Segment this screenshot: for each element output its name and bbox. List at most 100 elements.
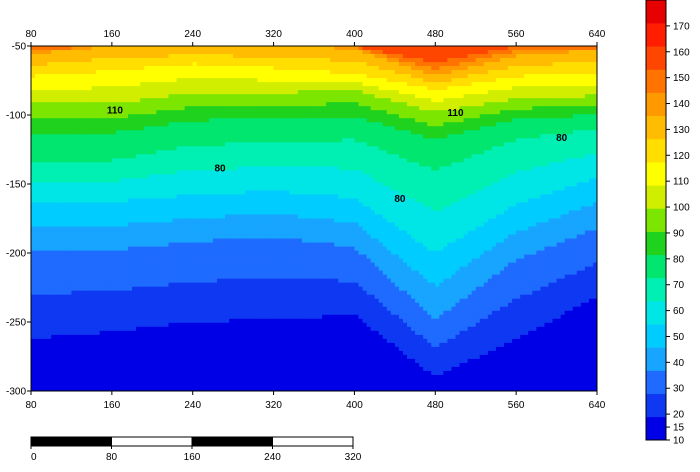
contour-cell xyxy=(499,98,505,103)
contour-cell xyxy=(35,142,40,147)
contour-cell xyxy=(144,114,149,119)
contour-cell xyxy=(564,174,570,179)
contour-cell xyxy=(140,70,145,75)
contour-cell xyxy=(273,98,279,103)
contour-cell xyxy=(188,118,194,123)
contour-cell xyxy=(83,102,89,107)
contour-cell xyxy=(334,102,339,107)
contour-cell xyxy=(354,114,360,119)
contour-cell xyxy=(152,114,157,119)
contour-cell xyxy=(192,138,198,143)
contour-cell xyxy=(334,170,339,175)
contour-cell xyxy=(123,70,129,75)
contour-cell xyxy=(241,110,246,115)
contour-cell xyxy=(216,54,222,59)
contour-cell xyxy=(580,62,586,67)
contour-cell xyxy=(277,126,283,131)
contour-cell xyxy=(520,166,525,171)
contour-cell xyxy=(346,58,351,63)
contour-cell xyxy=(318,118,323,123)
contour-cell xyxy=(273,138,279,143)
contour-cell xyxy=(301,174,307,179)
contour-cell xyxy=(350,154,356,159)
contour-cell xyxy=(576,138,582,143)
contour-cell xyxy=(136,70,141,75)
contour-cell xyxy=(354,118,360,123)
contour-cell xyxy=(39,170,44,175)
contour-cell xyxy=(136,98,141,103)
contour-cell xyxy=(180,94,186,99)
contour-cell xyxy=(241,130,246,135)
contour-cell xyxy=(443,114,449,119)
contour-cell xyxy=(39,118,44,123)
contour-cell xyxy=(556,74,562,79)
contour-cell xyxy=(261,102,267,107)
contour-cell xyxy=(225,78,230,83)
contour-cell xyxy=(233,106,238,111)
contour-cell xyxy=(59,170,64,175)
contour-cell xyxy=(479,66,485,71)
contour-cell xyxy=(55,138,60,143)
contour-cell xyxy=(314,138,319,143)
contour-cell xyxy=(188,66,194,71)
contour-cell xyxy=(79,78,85,83)
contour-cell xyxy=(580,106,586,111)
contour-cell xyxy=(495,146,501,151)
contour-cell xyxy=(305,174,311,179)
contour-cell xyxy=(136,106,141,111)
contour-cell xyxy=(495,126,501,131)
contour-cell xyxy=(544,154,550,159)
contour-cell xyxy=(342,62,347,67)
contour-cell xyxy=(382,110,388,115)
contour-cell xyxy=(366,98,372,103)
contour-cell xyxy=(378,102,384,107)
contour-cell xyxy=(99,186,105,192)
contour-cell xyxy=(451,130,457,135)
contour-cell xyxy=(370,130,376,135)
contour-cell xyxy=(423,106,428,111)
contour-cell xyxy=(499,54,505,59)
contour-cell xyxy=(269,94,275,99)
contour-cell xyxy=(95,98,101,103)
contour-cell xyxy=(99,94,105,99)
contour-cell xyxy=(455,114,461,119)
contour-cell xyxy=(427,154,432,159)
contour-cell xyxy=(253,154,258,159)
contour-cell xyxy=(301,102,307,107)
contour-cell xyxy=(532,130,537,135)
contour-cell xyxy=(588,46,594,51)
contour-cell xyxy=(564,118,570,123)
contour-cell xyxy=(281,74,287,79)
contour-cell xyxy=(334,82,339,87)
contour-cell xyxy=(164,166,170,171)
contour-cell xyxy=(285,66,291,71)
contour-cell xyxy=(233,58,238,63)
contour-cell xyxy=(532,158,537,163)
contour-cell xyxy=(79,90,85,95)
contour-cell xyxy=(229,166,234,171)
contour-cell xyxy=(144,138,149,143)
contour-cell xyxy=(390,102,396,107)
contour-cell xyxy=(588,50,594,55)
contour-cell xyxy=(459,146,465,151)
contour-cell xyxy=(536,82,541,87)
contour-cell xyxy=(281,82,287,87)
contour-cell xyxy=(297,74,303,79)
contour-cell xyxy=(548,154,554,159)
contour-cell xyxy=(346,86,351,91)
contour-cell xyxy=(229,186,234,192)
contour-cell xyxy=(382,86,388,91)
contour-cell xyxy=(350,82,356,87)
contour-cell xyxy=(499,102,505,107)
contour-cell xyxy=(330,58,335,63)
contour-cell xyxy=(87,178,93,183)
contour-cell xyxy=(475,82,481,87)
contour-cell xyxy=(237,110,242,115)
contour-cell xyxy=(144,86,149,91)
contour-cell xyxy=(87,166,93,171)
contour-cell xyxy=(99,126,105,131)
contour-cell xyxy=(148,82,153,87)
contour-cell xyxy=(249,86,254,91)
contour-cell xyxy=(390,150,396,155)
contour-cell xyxy=(459,86,465,91)
